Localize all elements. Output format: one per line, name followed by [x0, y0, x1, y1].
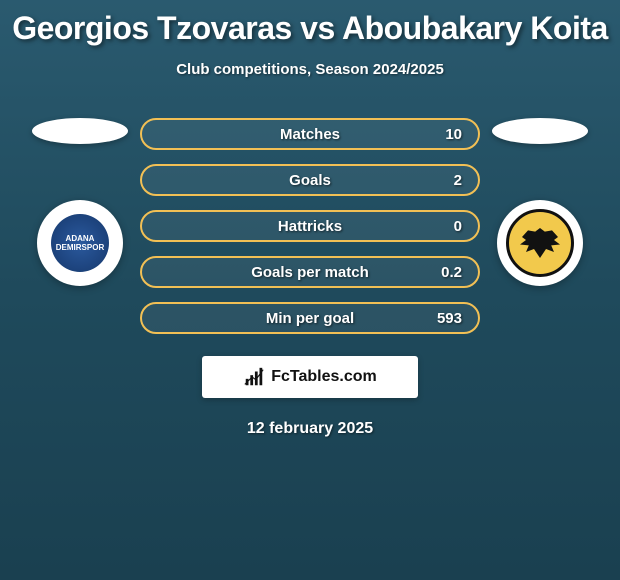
stat-label: Hattricks: [278, 218, 342, 235]
branding-text: FcTables.com: [271, 368, 377, 386]
stat-label: Goals per match: [251, 264, 369, 281]
subtitle: Club competitions, Season 2024/2025: [176, 61, 444, 78]
stat-row-hattricks: Hattricks 0: [140, 210, 480, 242]
player-left-column: ADANADEMIRSPOR: [20, 118, 140, 286]
stat-right-value: 0.2: [369, 264, 462, 281]
club-badge-right-icon: [506, 209, 574, 277]
page-title: Georgios Tzovaras vs Aboubakary Koita: [12, 10, 608, 47]
player-left-club-badge: ADANADEMIRSPOR: [37, 200, 123, 286]
stat-label: Matches: [280, 126, 340, 143]
stat-row-goals: Goals 2: [140, 164, 480, 196]
stat-label: Goals: [289, 172, 331, 189]
stats-column: Matches 10 Goals 2 Hattricks 0 Goals per…: [140, 118, 480, 334]
stat-right-value: 0: [342, 218, 462, 235]
stat-row-min-per-goal: Min per goal 593: [140, 302, 480, 334]
player-left-flag: [32, 118, 128, 144]
bar-chart-icon: [243, 366, 265, 388]
stat-row-goals-per-match: Goals per match 0.2: [140, 256, 480, 288]
player-right-club-badge: [497, 200, 583, 286]
content-row: ADANADEMIRSPOR Matches 10 Goals 2 Hattri…: [0, 118, 620, 334]
eagle-icon: [520, 228, 560, 258]
branding-badge: FcTables.com: [202, 356, 418, 398]
stat-row-matches: Matches 10: [140, 118, 480, 150]
player-right-flag: [492, 118, 588, 144]
stat-right-value: 2: [331, 172, 462, 189]
date-label: 12 february 2025: [247, 420, 373, 438]
stat-label: Min per goal: [266, 310, 354, 327]
comparison-card: Georgios Tzovaras vs Aboubakary Koita Cl…: [0, 0, 620, 448]
player-right-column: [480, 118, 600, 286]
club-badge-left-icon: ADANADEMIRSPOR: [51, 214, 109, 272]
stat-right-value: 593: [354, 310, 462, 327]
stat-right-value: 10: [340, 126, 462, 143]
